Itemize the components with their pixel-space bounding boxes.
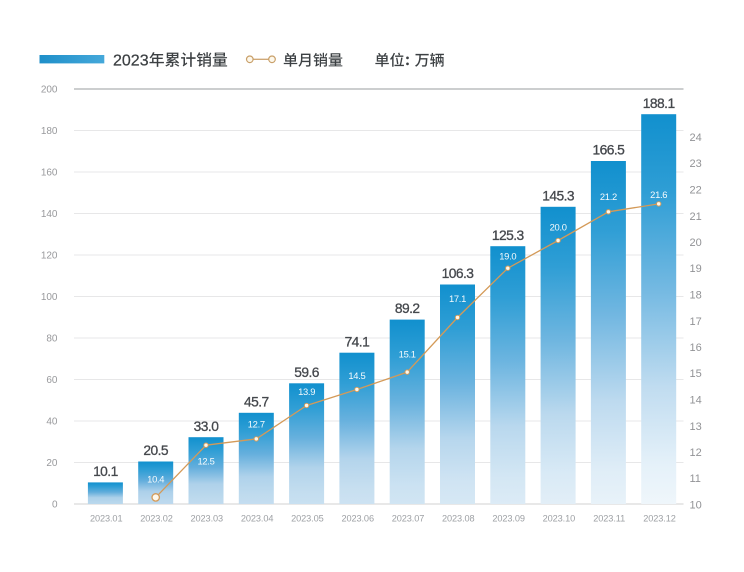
- svg-text:160: 160: [41, 168, 58, 179]
- svg-text:2023.05: 2023.05: [291, 514, 324, 524]
- svg-text:60: 60: [46, 375, 58, 386]
- svg-text:2023.01: 2023.01: [90, 514, 123, 524]
- svg-text:20: 20: [46, 458, 58, 469]
- svg-text:19.0: 19.0: [499, 250, 516, 261]
- svg-text:17.1: 17.1: [449, 293, 466, 304]
- svg-text:21: 21: [690, 211, 702, 223]
- svg-text:45.7: 45.7: [244, 394, 269, 409]
- svg-text:40: 40: [46, 417, 58, 428]
- svg-text:2023.03: 2023.03: [191, 514, 224, 524]
- svg-text:2023.12: 2023.12: [643, 514, 676, 524]
- svg-text:145.3: 145.3: [542, 188, 575, 203]
- svg-text:10.1: 10.1: [93, 464, 118, 479]
- svg-text:20: 20: [690, 237, 702, 249]
- svg-text:59.6: 59.6: [294, 365, 320, 380]
- svg-text:20.0: 20.0: [550, 222, 567, 233]
- svg-text:15: 15: [690, 368, 702, 380]
- svg-text:2023.06: 2023.06: [341, 514, 374, 524]
- svg-text:24: 24: [690, 132, 702, 144]
- svg-text:11: 11: [690, 473, 701, 485]
- svg-text:200: 200: [41, 85, 58, 96]
- svg-text:166.5: 166.5: [593, 143, 626, 158]
- svg-text:10.4: 10.4: [147, 474, 164, 485]
- svg-text:2023.11: 2023.11: [593, 514, 625, 524]
- svg-text:2023.04: 2023.04: [241, 514, 274, 524]
- svg-text:19: 19: [690, 263, 702, 275]
- svg-text:0: 0: [52, 500, 58, 511]
- svg-text:80: 80: [46, 334, 58, 345]
- svg-text:17: 17: [690, 316, 702, 328]
- svg-text:10: 10: [690, 500, 702, 512]
- svg-text:16: 16: [690, 342, 702, 354]
- svg-text:2023.09: 2023.09: [492, 514, 525, 524]
- svg-text:23: 23: [690, 158, 702, 170]
- svg-text:100: 100: [41, 292, 58, 303]
- svg-text:2023.10: 2023.10: [543, 514, 576, 524]
- svg-text:22: 22: [690, 185, 702, 197]
- svg-text:15.1: 15.1: [399, 349, 416, 360]
- svg-text:13: 13: [690, 421, 702, 433]
- svg-text:2023.07: 2023.07: [392, 514, 425, 524]
- svg-text:13.9: 13.9: [298, 386, 315, 397]
- svg-text:14.5: 14.5: [348, 370, 365, 381]
- svg-text:12: 12: [690, 447, 702, 459]
- svg-text:12.7: 12.7: [248, 419, 265, 430]
- svg-text:2023: 2023: [113, 53, 149, 70]
- svg-text:21.6: 21.6: [650, 189, 667, 200]
- svg-text:14: 14: [690, 395, 702, 407]
- svg-text:2023.08: 2023.08: [442, 514, 475, 524]
- svg-text:18: 18: [690, 290, 702, 302]
- svg-text:12.5: 12.5: [197, 455, 214, 466]
- svg-text:33.0: 33.0: [194, 419, 220, 434]
- svg-text:74.1: 74.1: [345, 334, 370, 349]
- svg-text:2023.02: 2023.02: [140, 514, 173, 524]
- svg-text:125.3: 125.3: [492, 228, 525, 243]
- svg-text:120: 120: [41, 251, 58, 262]
- svg-text:106.3: 106.3: [442, 266, 475, 281]
- svg-text:140: 140: [41, 209, 58, 220]
- svg-text:188.1: 188.1: [643, 96, 675, 111]
- svg-text:89.2: 89.2: [395, 301, 420, 316]
- svg-text:180: 180: [41, 126, 58, 137]
- svg-text:21.2: 21.2: [600, 191, 617, 202]
- svg-text:20.5: 20.5: [143, 443, 169, 458]
